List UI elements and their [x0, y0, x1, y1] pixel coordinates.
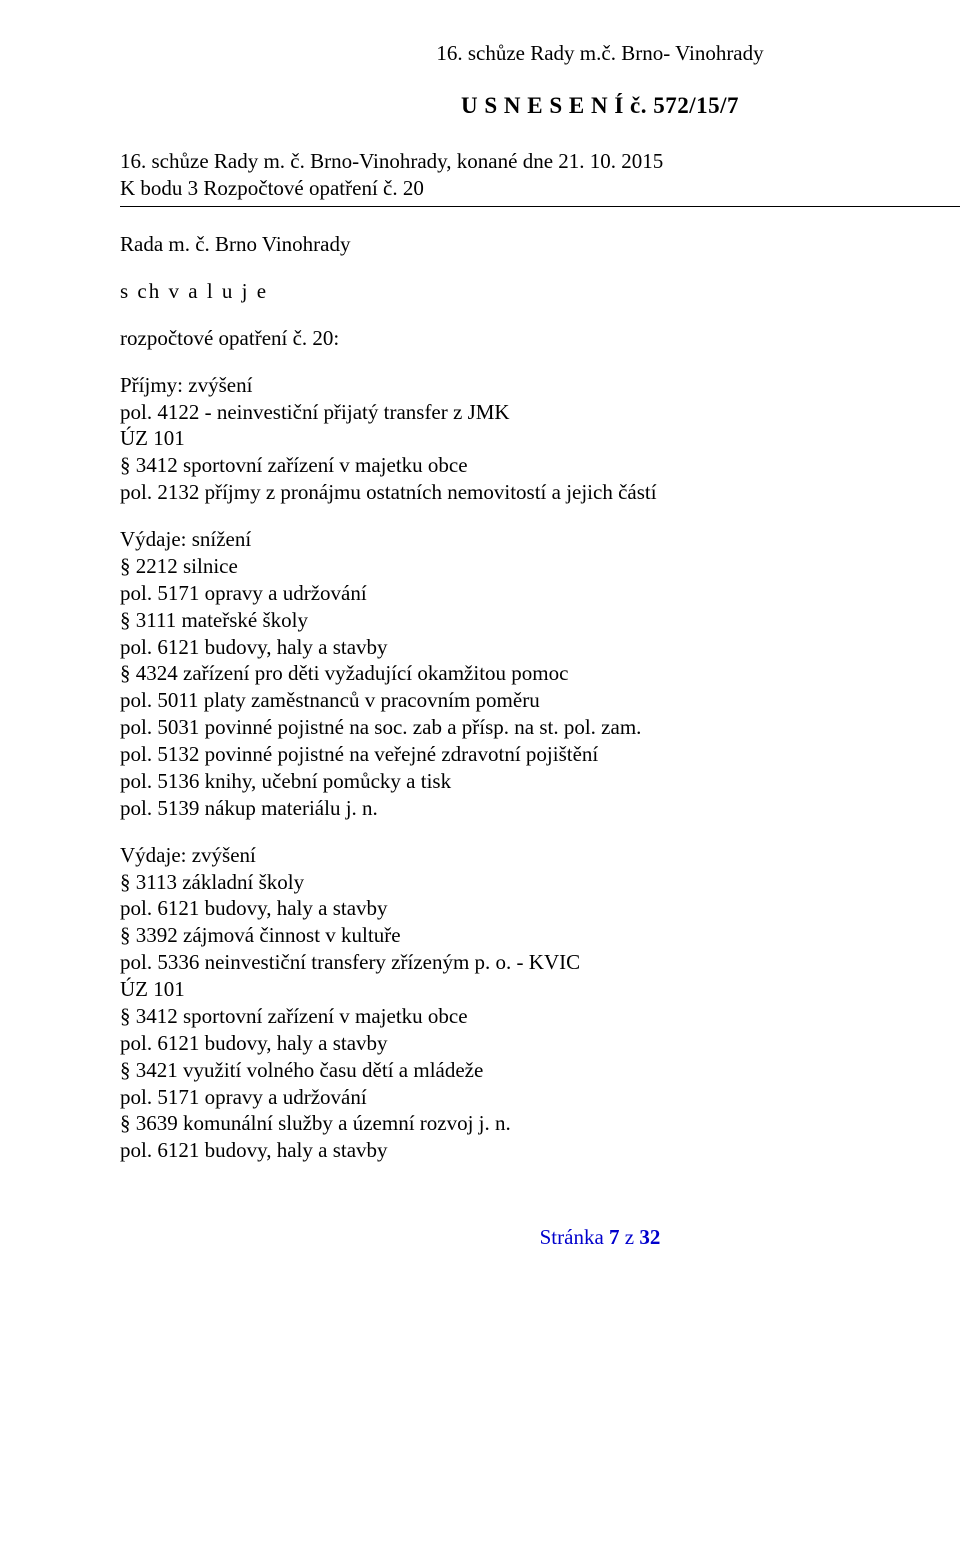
budget-row: § 3392 zájmová činnost v kultuře 70 000,…	[120, 922, 960, 949]
row-label: § 3412 sportovní zařízení v majetku obce	[120, 1003, 960, 1030]
row-label: § 4324 zařízení pro děti vyžadující okam…	[120, 660, 960, 687]
row-label: pol. 5171 opravy a udržování	[120, 580, 960, 607]
budget-row: pol. 5011 platy zaměstnanců v pracovním …	[120, 687, 960, 714]
row-label: pol. 5171 opravy a udržování	[120, 1084, 960, 1111]
row-label: § 3639 komunální služby a územní rozvoj …	[120, 1110, 960, 1137]
budget-row: pol. 5171 opravy a udržování	[120, 1084, 960, 1111]
budget-row: § 3111 mateřské školy 7 000,- Kč	[120, 607, 960, 634]
budget-row: pol. 6121 budovy, haly a stavby	[120, 1030, 960, 1057]
row-label: pol. 4122 - neinvestiční přijatý transfe…	[120, 399, 960, 426]
budget-row: pol. 5139 nákup materiálu j. n. 5 000,-	[120, 795, 960, 822]
row-label: pol. 6121 budovy, haly a stavby	[120, 1137, 960, 1164]
budget-row: pol. 5136 knihy, učební pomůcky a tisk 1…	[120, 768, 960, 795]
page-footer: Stránka 7 z 32	[120, 1224, 960, 1251]
meeting-info-line-1: 16. schůze Rady m. č. Brno-Vinohrady, ko…	[120, 148, 960, 175]
council-meeting-small-title: 16. schůze Rady m.č. Brno- Vinohrady	[120, 40, 960, 67]
budget-row: ÚZ 101	[120, 976, 960, 1003]
row-label: pol. 5336 neinvestiční transfery zřízený…	[120, 949, 960, 976]
row-label: pol. 6121 budovy, haly a stavby	[120, 634, 960, 661]
budget-row: § 3421 využití volného času dětí a mláde…	[120, 1057, 960, 1084]
footer-middle: z	[620, 1225, 640, 1249]
row-label: pol. 5031 povinné pojistné na soc. zab a…	[120, 714, 960, 741]
row-label: § 2212 silnice	[120, 553, 960, 580]
budget-row: pol. 6121 budovy, haly a stavby	[120, 1137, 960, 1164]
row-label: pol. 6121 budovy, haly a stavby	[120, 895, 960, 922]
budget-row: pol. 6121 budovy, haly a stavby	[120, 634, 960, 661]
row-label: pol. 5139 nákup materiálu j. n.	[120, 795, 960, 822]
resolution-number-heading: U S N E S E N Í č. 572/15/7	[120, 91, 960, 120]
budget-row: § 4324 zařízení pro děti vyžadující okam…	[120, 660, 960, 687]
row-label: § 3412 sportovní zařízení v majetku obce	[120, 452, 960, 479]
budget-row: pol. 4122 - neinvestiční přijatý transfe…	[120, 399, 960, 426]
row-label: ÚZ 101	[120, 425, 960, 452]
budget-row: § 3412 sportovní zařízení v majetku obce…	[120, 452, 960, 479]
budget-row: pol. 5031 povinné pojistné na soc. zab a…	[120, 714, 960, 741]
document-header: 16. schůze Rady m.č. Brno- Vinohrady U S…	[120, 40, 960, 120]
budget-row: ÚZ 101	[120, 425, 960, 452]
meeting-info-line-2: K bodu 3 Rozpočtové opatření č. 20	[120, 175, 960, 207]
budget-row: pol. 5171 opravy a udržování	[120, 580, 960, 607]
row-label: § 3111 mateřské školy	[120, 607, 960, 634]
row-label: § 3421 využití volného času dětí a mláde…	[120, 1057, 960, 1084]
footer-total-pages: 32	[639, 1225, 660, 1249]
footer-page-number: 7	[609, 1225, 620, 1249]
budget-row: § 3113 základní školy 7 000,- Kč	[120, 869, 960, 896]
budget-row: § 2212 silnice 60 000,- Kč	[120, 553, 960, 580]
budget-row: pol. 5132 povinné pojistné na veřejné zd…	[120, 741, 960, 768]
budget-row: pol. 2132 příjmy z pronájmu ostatních ne…	[120, 479, 960, 506]
vydaje-zvyseni-heading: Výdaje: zvýšení	[120, 842, 960, 869]
row-label: ÚZ 101	[120, 976, 960, 1003]
row-label: pol. 5132 povinné pojistné na veřejné zd…	[120, 741, 960, 768]
council-name: Rada m. č. Brno Vinohrady	[120, 231, 960, 258]
row-label: pol. 2132 příjmy z pronájmu ostatních ne…	[120, 479, 960, 506]
budget-row: pol. 6121 budovy, haly a stavby	[120, 895, 960, 922]
footer-prefix: Stránka	[540, 1225, 609, 1249]
row-label: pol. 6121 budovy, haly a stavby	[120, 1030, 960, 1057]
budget-opatreni-label: rozpočtové opatření č. 20:	[120, 325, 960, 352]
row-label: § 3392 zájmová činnost v kultuře	[120, 922, 960, 949]
budget-row: § 3639 komunální služby a územní rozvoj …	[120, 1110, 960, 1137]
schvaluje-label: s ch v a l u j e	[120, 278, 960, 305]
budget-row: pol. 5336 neinvestiční transfery zřízený…	[120, 949, 960, 976]
budget-row: § 3412 sportovní zařízení v majetku obce…	[120, 1003, 960, 1030]
row-label: pol. 5136 knihy, učební pomůcky a tisk	[120, 768, 960, 795]
prijmy-heading: Příjmy: zvýšení	[120, 372, 960, 399]
row-label: pol. 5011 platy zaměstnanců v pracovním …	[120, 687, 960, 714]
row-label: § 3113 základní školy	[120, 869, 960, 896]
vydaje-snizeni-heading: Výdaje: snížení	[120, 526, 960, 553]
